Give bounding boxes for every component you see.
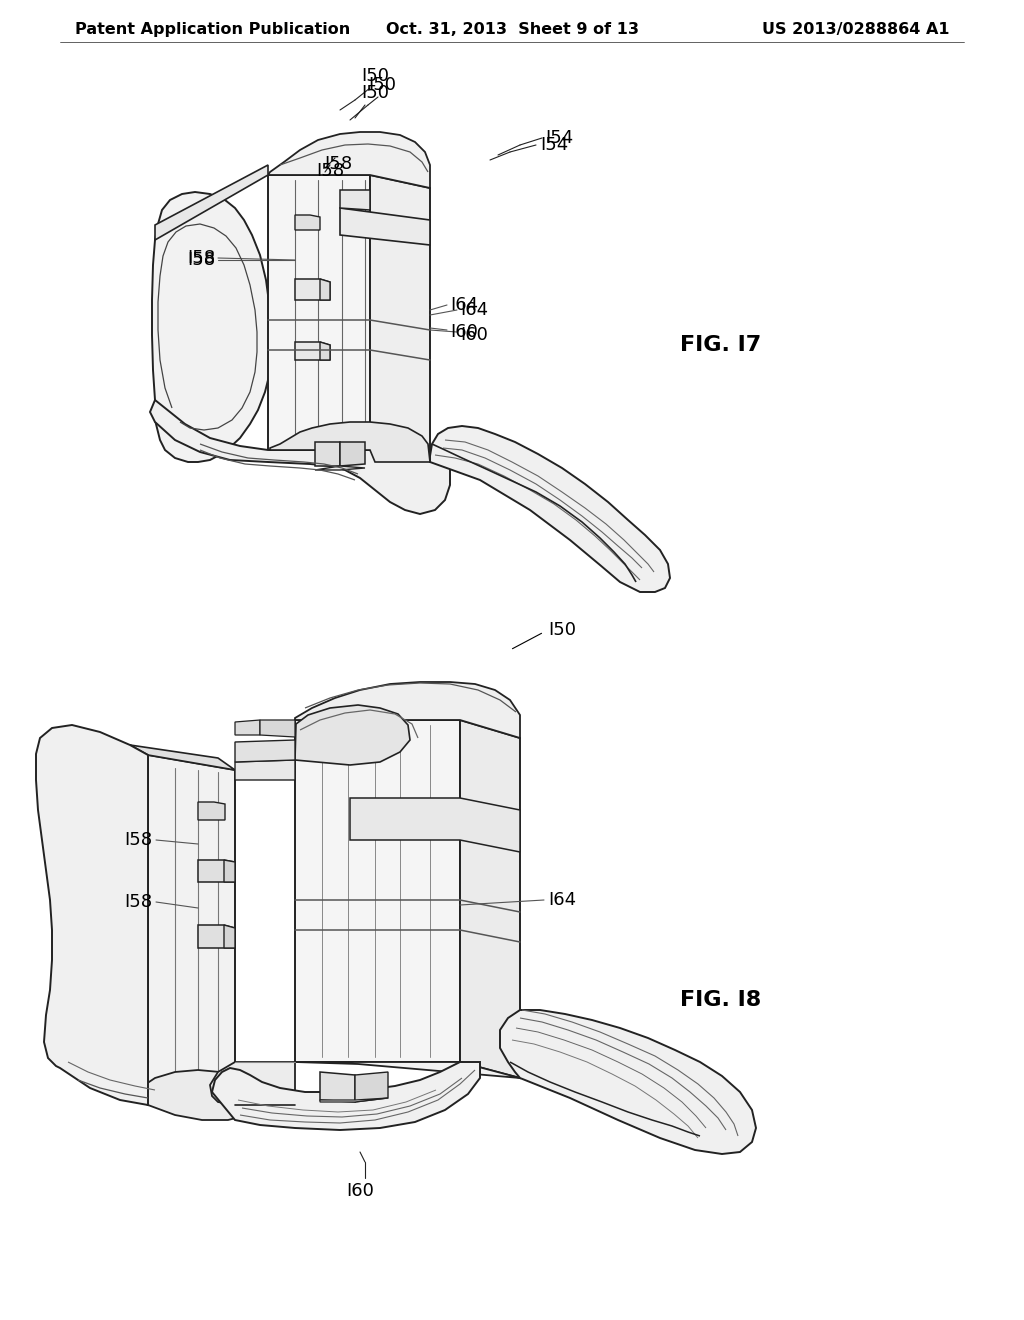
Text: Oct. 31, 2013  Sheet 9 of 13: Oct. 31, 2013 Sheet 9 of 13: [385, 22, 639, 37]
Text: I64: I64: [450, 296, 478, 314]
Polygon shape: [295, 1063, 520, 1078]
Polygon shape: [130, 744, 148, 1105]
Polygon shape: [150, 400, 450, 513]
Text: FIG. I7: FIG. I7: [680, 335, 761, 355]
Polygon shape: [315, 466, 365, 470]
Text: I54: I54: [545, 129, 573, 147]
Polygon shape: [355, 1072, 388, 1102]
Polygon shape: [155, 165, 268, 240]
Polygon shape: [268, 176, 370, 450]
Text: I58: I58: [124, 832, 152, 849]
Polygon shape: [460, 719, 520, 1078]
Polygon shape: [295, 342, 330, 360]
Text: FIG. I8: FIG. I8: [680, 990, 761, 1010]
Polygon shape: [295, 682, 520, 738]
Text: I64: I64: [548, 891, 577, 909]
Polygon shape: [350, 799, 520, 851]
Polygon shape: [315, 442, 340, 466]
Text: US 2013/0288864 A1: US 2013/0288864 A1: [763, 22, 950, 37]
Polygon shape: [319, 1098, 388, 1102]
Text: I58: I58: [316, 162, 344, 180]
Polygon shape: [268, 132, 430, 187]
Text: I58: I58: [124, 894, 152, 911]
Polygon shape: [36, 725, 148, 1105]
Text: I64: I64: [460, 301, 488, 319]
Polygon shape: [430, 426, 670, 591]
Polygon shape: [268, 450, 430, 462]
Text: I60: I60: [460, 326, 487, 345]
Polygon shape: [270, 422, 430, 462]
Polygon shape: [340, 209, 430, 246]
Text: I50: I50: [361, 67, 389, 84]
Text: I58: I58: [186, 249, 215, 267]
Polygon shape: [152, 191, 272, 462]
Polygon shape: [295, 279, 330, 300]
Text: I60: I60: [346, 1181, 374, 1200]
Polygon shape: [224, 925, 234, 948]
Polygon shape: [340, 442, 365, 466]
Polygon shape: [500, 1010, 756, 1154]
Text: I58: I58: [324, 154, 352, 173]
Text: I54: I54: [540, 136, 568, 154]
Polygon shape: [198, 803, 225, 820]
Text: I50: I50: [361, 84, 389, 102]
Polygon shape: [295, 719, 460, 1063]
Text: I50: I50: [368, 77, 396, 94]
Polygon shape: [234, 719, 260, 735]
Text: I50: I50: [548, 620, 575, 639]
Polygon shape: [148, 755, 234, 1105]
Polygon shape: [319, 1072, 355, 1102]
Polygon shape: [295, 215, 319, 230]
Polygon shape: [224, 861, 234, 882]
Polygon shape: [319, 342, 330, 360]
Polygon shape: [295, 705, 410, 766]
Polygon shape: [370, 176, 430, 462]
Polygon shape: [198, 861, 234, 882]
Text: Patent Application Publication: Patent Application Publication: [75, 22, 350, 37]
Polygon shape: [212, 1063, 480, 1130]
Polygon shape: [130, 744, 234, 770]
Polygon shape: [198, 925, 234, 948]
Text: I60: I60: [450, 323, 478, 341]
Polygon shape: [340, 190, 370, 210]
Polygon shape: [234, 760, 295, 780]
Polygon shape: [130, 1092, 234, 1105]
Text: I58: I58: [186, 251, 215, 269]
Polygon shape: [234, 741, 295, 762]
Polygon shape: [260, 719, 295, 737]
Polygon shape: [319, 279, 330, 300]
Polygon shape: [130, 1071, 262, 1119]
Polygon shape: [210, 1063, 295, 1105]
